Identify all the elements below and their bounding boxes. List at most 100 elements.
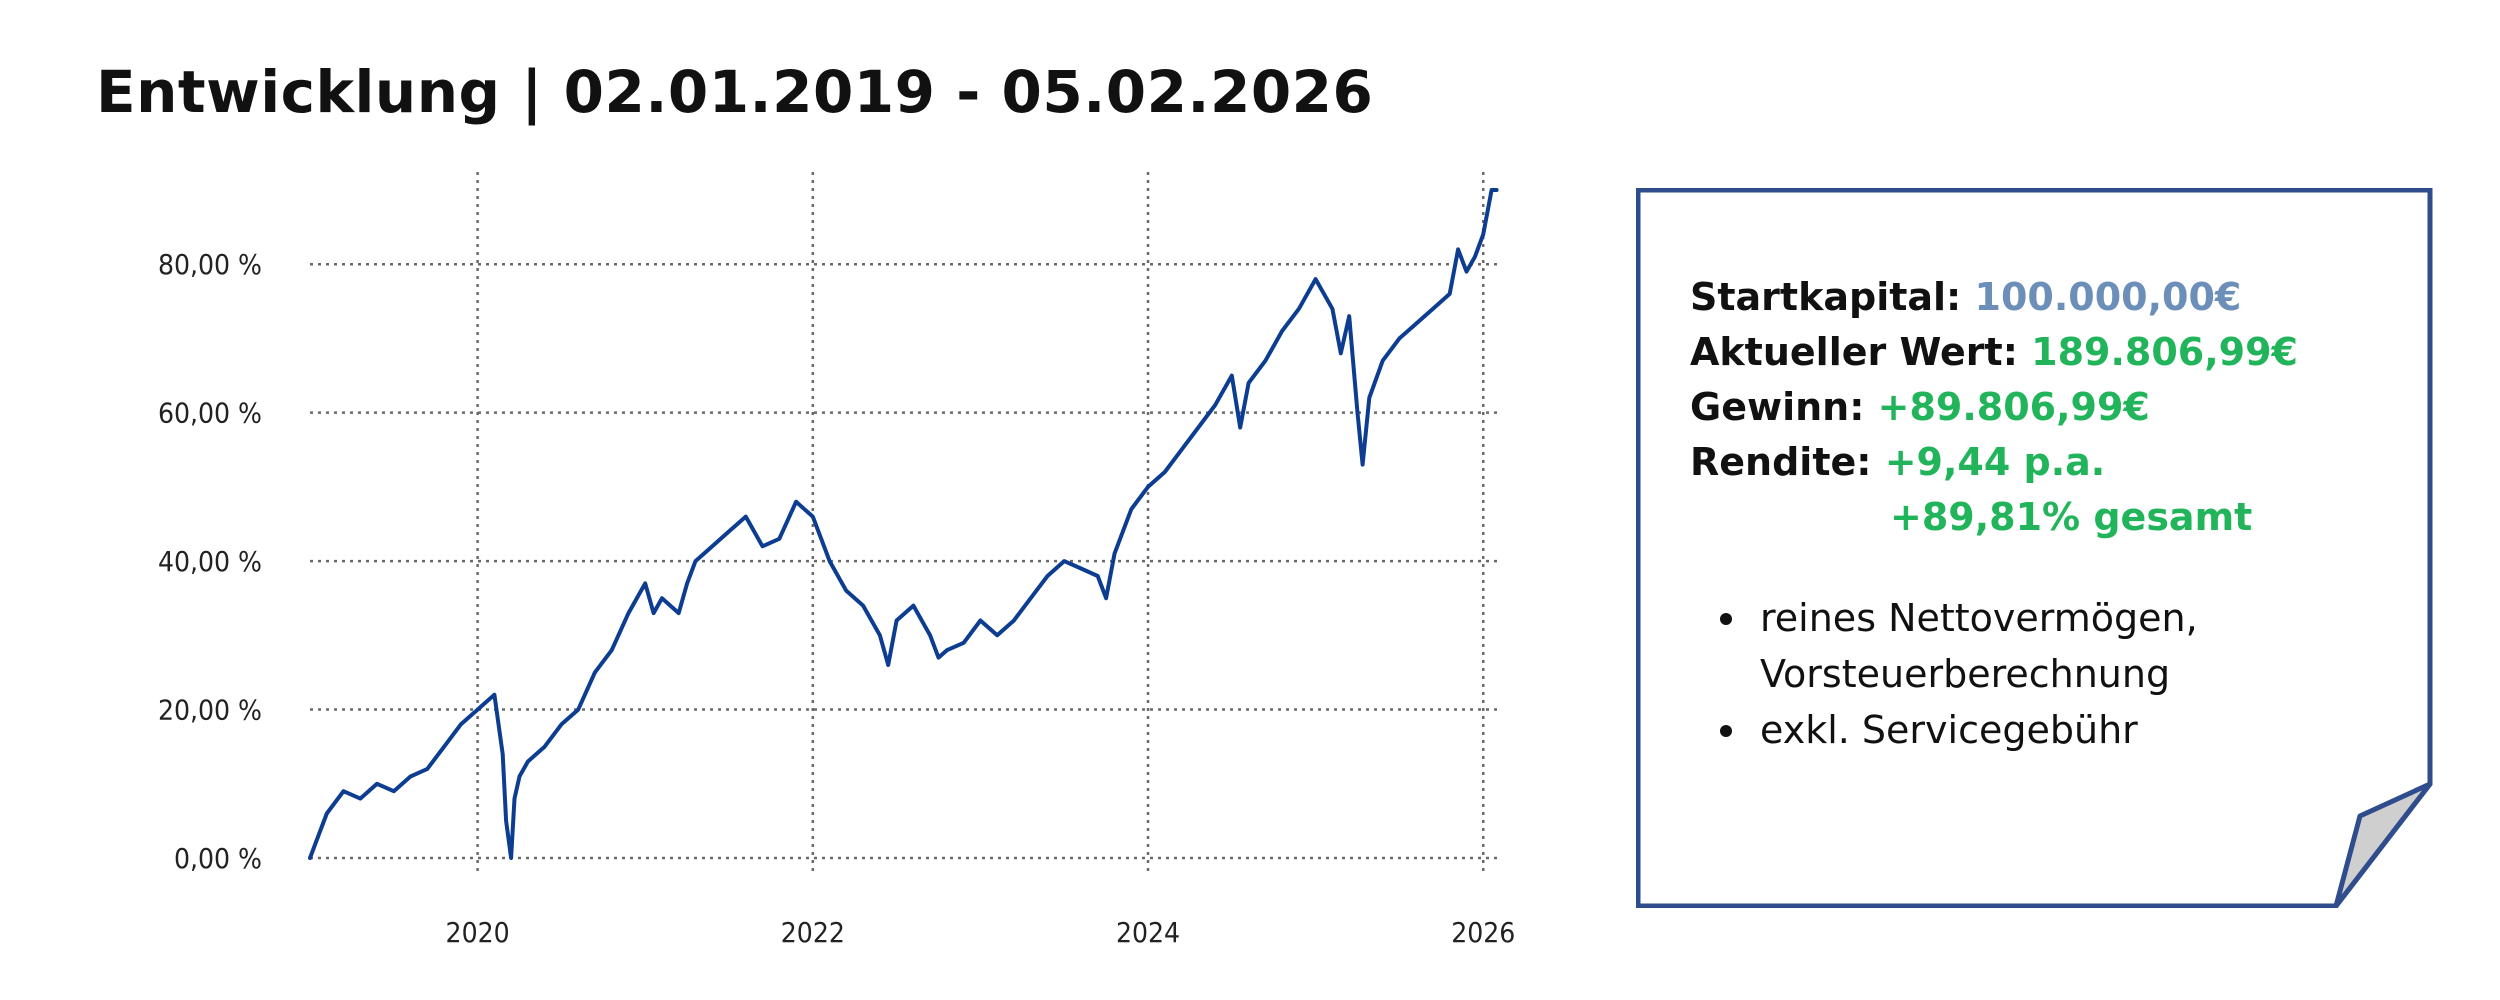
data-point (316, 834, 320, 838)
data-point (1297, 307, 1301, 311)
gewinn-row: Gewinn: +89.806,99€ (1690, 380, 2298, 435)
data-point (425, 767, 429, 771)
data-point (677, 611, 681, 615)
data-point (1431, 307, 1435, 311)
page-title: Entwicklung | 02.01.2019 - 05.02.2026 (96, 58, 1374, 126)
x-tick-label: 2022 (781, 916, 845, 949)
data-point (962, 641, 966, 645)
note-item-text: exkl. Servicegebühr (1760, 708, 2138, 752)
data-point (1096, 574, 1100, 578)
note-item-text: reines Nettovermögen, (1760, 596, 2198, 640)
data-point (459, 722, 463, 727)
data-point (1263, 359, 1267, 363)
data-point (1355, 411, 1360, 415)
performance-line-chart: 0,00 % 20,00 % 40,00 % 60,00 % 80,00 % 2020 20… (158, 172, 1515, 949)
gewinn-label: Gewinn: (1690, 385, 1865, 429)
data-point (1473, 255, 1477, 259)
data-point (828, 559, 832, 563)
data-point (626, 611, 631, 615)
summary-note: Startkapital: 100.000,00€ Aktueller Wert… (1636, 188, 2436, 908)
data-point (509, 856, 513, 860)
data-point (1339, 351, 1343, 355)
startkapital-row: Startkapital: 100.000,00€ (1690, 270, 2298, 325)
y-tick-label: 20,00 % (158, 694, 262, 727)
note-item-text-continued: Vorsteuerberechnung (1760, 652, 2171, 696)
data-point (1230, 374, 1234, 378)
stats-block: Startkapital: 100.000,00€ Aktueller Wert… (1690, 270, 2298, 545)
data-point (844, 589, 848, 593)
data-point (1481, 232, 1485, 237)
data-point (1129, 507, 1133, 511)
rendite-pa-value: +9,44 p.a. (1884, 440, 2106, 484)
data-point (1213, 403, 1217, 407)
data-point (1029, 596, 1033, 600)
data-point (1196, 425, 1200, 430)
data-point (710, 544, 714, 548)
data-point (501, 752, 505, 756)
data-point (1062, 559, 1066, 563)
aktueller-wert-label: Aktueller Wert: (1690, 330, 2018, 374)
data-point (1079, 566, 1083, 571)
note-paper (1636, 188, 2433, 908)
data-point (1347, 314, 1351, 318)
data-point (484, 700, 488, 704)
data-point (325, 811, 329, 816)
data-point (1179, 448, 1184, 452)
data-point (576, 708, 580, 712)
data-point (1330, 307, 1334, 311)
data-point (308, 856, 312, 860)
note-item-servicegebuehr: exkl. Servicegebühr (1716, 702, 2198, 758)
data-point (886, 663, 890, 667)
data-point (1163, 470, 1167, 474)
data-point (1414, 322, 1418, 326)
data-point (811, 515, 815, 519)
data-point (1381, 359, 1385, 363)
data-point (559, 722, 564, 727)
data-point (794, 500, 798, 504)
data-point (1146, 485, 1150, 489)
rendite-gesamt-value: +89,81% gesamt (1890, 495, 2253, 539)
data-point (1361, 463, 1365, 467)
data-point (1367, 396, 1371, 400)
aktueller-wert-row: Aktueller Wert: 189.806,99€ (1690, 325, 2298, 380)
x-tick-label: 2020 (446, 916, 510, 949)
aktueller-wert-value: 189.806,99€ (2031, 330, 2298, 374)
data-point (358, 797, 362, 801)
startkapital-label: Startkapital: (1690, 275, 1962, 319)
data-point (492, 693, 496, 697)
data-point (442, 745, 446, 749)
data-point (760, 544, 765, 548)
data-point (685, 581, 689, 586)
rendite-label: Rendite: (1690, 440, 1872, 484)
data-point (652, 611, 656, 615)
data-point (878, 633, 882, 637)
data-point (375, 782, 379, 786)
data-point (512, 797, 517, 801)
data-point (1112, 552, 1117, 556)
data-point (1280, 329, 1284, 333)
data-point (517, 774, 522, 779)
x-tick-label: 2026 (1451, 916, 1515, 949)
data-point (341, 789, 346, 793)
data-point (1012, 618, 1016, 623)
data-point (1456, 247, 1460, 251)
data-point (978, 618, 983, 623)
data-point (693, 559, 698, 563)
data-point (895, 618, 899, 623)
note-item-nettovermoegen: reines Nettovermögen, Vorsteuerberechnun… (1716, 590, 2198, 702)
y-tick-label: 0,00 % (174, 842, 262, 875)
data-point (1490, 188, 1494, 192)
data-point (643, 581, 647, 586)
data-point (1104, 596, 1108, 600)
notes-list: reines Nettovermögen, Vorsteuerberechnun… (1716, 590, 2198, 758)
data-point (1247, 381, 1251, 385)
data-point (543, 745, 547, 749)
y-tick-label: 80,00 % (158, 248, 262, 281)
data-point (995, 633, 999, 637)
y-tick-label: 40,00 % (158, 545, 262, 578)
data-point (1314, 277, 1318, 281)
startkapital-value: 100.000,00€ (1974, 275, 2242, 319)
data-point (526, 759, 530, 764)
data-point (1238, 425, 1242, 430)
data-point (744, 515, 748, 519)
